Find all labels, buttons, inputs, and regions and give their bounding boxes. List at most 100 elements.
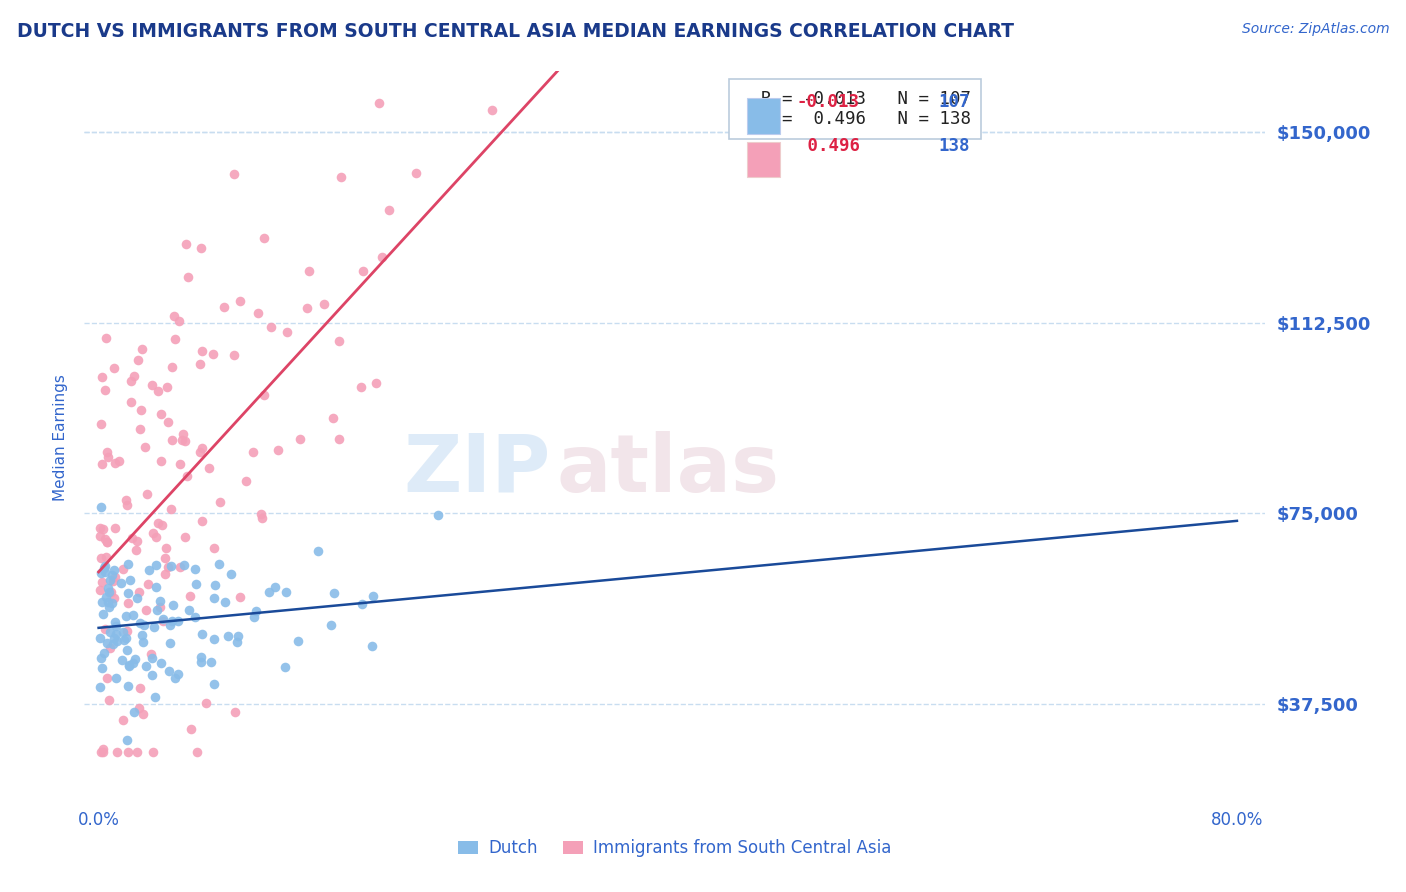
Point bbox=[159, 502, 181, 516]
Point bbox=[146, 603, 169, 617]
Point bbox=[90, 417, 112, 431]
Point bbox=[174, 434, 197, 449]
Point bbox=[361, 640, 384, 654]
Point bbox=[150, 517, 173, 532]
Point bbox=[149, 407, 172, 421]
Point bbox=[94, 532, 117, 546]
Point bbox=[152, 615, 174, 629]
Point bbox=[276, 584, 298, 599]
Point bbox=[117, 679, 139, 693]
Point bbox=[146, 516, 169, 530]
Point bbox=[96, 636, 118, 650]
Point bbox=[184, 610, 207, 624]
Point bbox=[229, 293, 252, 308]
Point bbox=[172, 427, 194, 442]
Point bbox=[141, 377, 163, 392]
Point bbox=[108, 454, 131, 468]
Point bbox=[141, 651, 163, 665]
Point bbox=[190, 650, 212, 665]
Point bbox=[124, 706, 146, 720]
Point bbox=[481, 103, 503, 118]
Point bbox=[117, 745, 139, 759]
Point bbox=[122, 608, 145, 623]
Point bbox=[145, 580, 167, 594]
Point bbox=[297, 301, 319, 315]
Point bbox=[104, 569, 127, 583]
Text: Source: ZipAtlas.com: Source: ZipAtlas.com bbox=[1241, 22, 1389, 37]
Point bbox=[112, 624, 135, 639]
Text: ZIP: ZIP bbox=[404, 431, 551, 509]
Point bbox=[208, 495, 231, 509]
Point bbox=[202, 632, 225, 646]
Point bbox=[352, 263, 374, 277]
Point bbox=[176, 469, 198, 483]
Point bbox=[204, 578, 226, 592]
Point bbox=[93, 647, 115, 661]
Bar bbox=[747, 143, 780, 178]
Point bbox=[159, 617, 181, 632]
Point bbox=[89, 632, 111, 646]
Point bbox=[250, 507, 273, 521]
Point bbox=[159, 636, 181, 650]
Point bbox=[135, 658, 157, 673]
Point bbox=[131, 628, 153, 642]
Point bbox=[97, 585, 120, 599]
Point bbox=[114, 493, 136, 508]
Point bbox=[186, 745, 208, 759]
Point bbox=[129, 616, 152, 631]
Point bbox=[176, 237, 198, 252]
Point bbox=[167, 666, 190, 681]
Point bbox=[329, 169, 352, 184]
Point bbox=[212, 300, 235, 314]
Point bbox=[228, 629, 250, 643]
Point bbox=[142, 745, 165, 759]
Point bbox=[129, 403, 152, 417]
Point bbox=[157, 665, 180, 679]
Point bbox=[112, 633, 135, 648]
Point bbox=[202, 591, 225, 606]
Point bbox=[155, 567, 177, 582]
Point bbox=[156, 415, 179, 429]
Point bbox=[142, 525, 165, 540]
Point bbox=[350, 379, 373, 393]
Point bbox=[194, 697, 217, 711]
Point bbox=[111, 562, 134, 576]
Point bbox=[156, 380, 179, 394]
Point bbox=[191, 344, 214, 359]
Point bbox=[104, 456, 127, 470]
Point bbox=[135, 603, 157, 617]
Point bbox=[96, 595, 118, 609]
Point bbox=[103, 615, 125, 629]
Point bbox=[148, 384, 170, 398]
Point bbox=[145, 558, 167, 572]
Point bbox=[260, 320, 283, 334]
Point bbox=[153, 551, 176, 566]
Text: 138: 138 bbox=[938, 137, 970, 155]
Point bbox=[202, 541, 225, 556]
Point bbox=[191, 442, 214, 456]
Point bbox=[139, 647, 162, 661]
Point bbox=[118, 657, 141, 672]
Point bbox=[121, 531, 143, 545]
Point bbox=[96, 444, 118, 458]
Text: 107: 107 bbox=[938, 94, 970, 112]
Point bbox=[93, 566, 115, 580]
Point bbox=[160, 614, 183, 628]
Point bbox=[128, 701, 150, 715]
Point bbox=[105, 633, 128, 648]
Point bbox=[169, 457, 191, 471]
Point bbox=[125, 543, 148, 558]
Point bbox=[242, 445, 264, 459]
Point bbox=[200, 656, 222, 670]
Point bbox=[94, 331, 117, 345]
Point bbox=[91, 607, 114, 621]
Point bbox=[96, 549, 118, 564]
Point bbox=[125, 745, 148, 759]
Point bbox=[169, 560, 191, 574]
Point bbox=[89, 582, 111, 597]
Point bbox=[105, 745, 128, 759]
Point bbox=[132, 618, 155, 632]
Legend: Dutch, Immigrants from South Central Asia: Dutch, Immigrants from South Central Asi… bbox=[451, 832, 898, 864]
Point bbox=[129, 422, 152, 436]
Text: 0.496: 0.496 bbox=[797, 137, 859, 155]
